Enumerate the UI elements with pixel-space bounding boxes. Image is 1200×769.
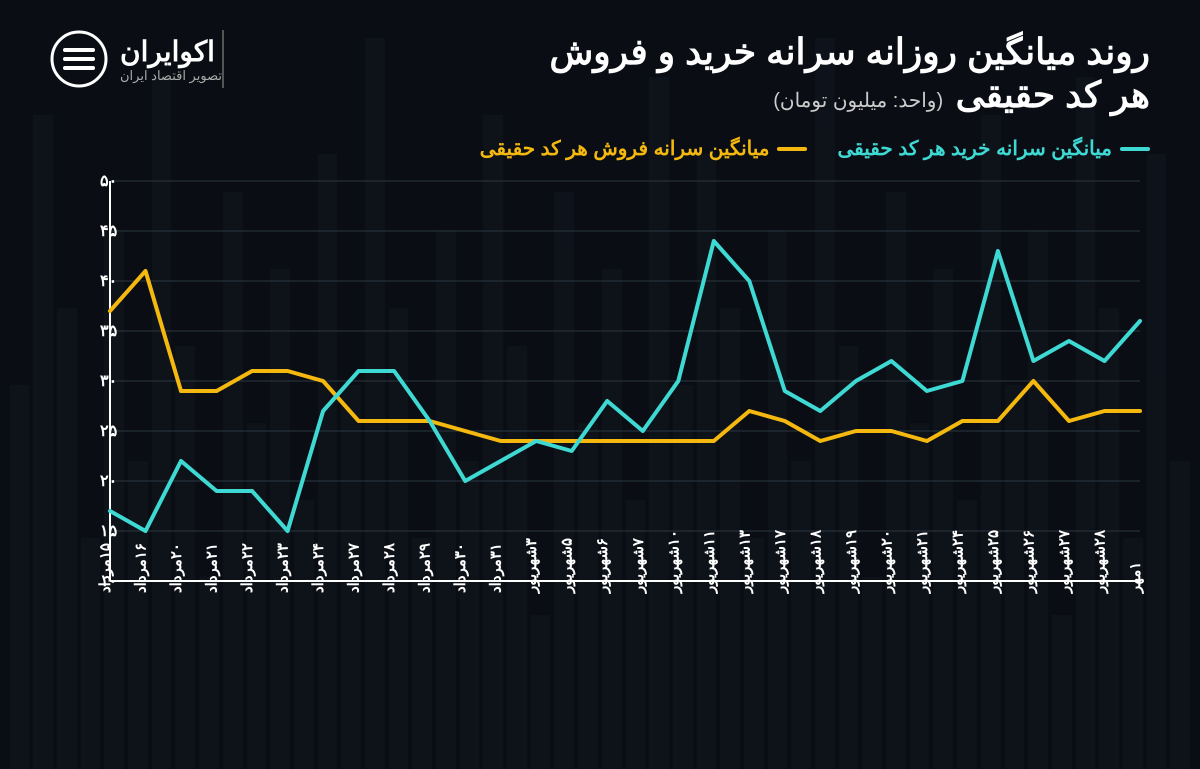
brand-sub: تصویر اقتصاد ایران <box>120 68 222 84</box>
series-buy <box>110 241 1140 531</box>
title-block: روند میانگین روزانه سرانه خرید و فروش هر… <box>549 30 1150 116</box>
header: روند میانگین روزانه سرانه خرید و فروش هر… <box>50 30 1150 116</box>
x-axis: ۱۵مرداد ۱۶مرداد ۲۰مرداد ۲۱مرداد ۲۲مرداد ۲۳مرد… <box>97 529 1144 594</box>
brand-icon <box>50 30 108 88</box>
title-line-2: هر کد حقیقی <box>956 74 1150 115</box>
x-tick-label: ۲۱مرداد <box>204 543 221 593</box>
x-tick-label: ۳شهریور <box>523 538 540 594</box>
legend-label-buy: میانگین سرانه خرید هر کد حقیقی <box>837 136 1112 161</box>
x-tick-label: ۱مهر <box>1127 562 1144 594</box>
x-tick-label: ۱۸شهریور <box>807 529 824 594</box>
grid <box>110 181 1140 581</box>
legend-item-buy: میانگین سرانه خرید هر کد حقیقی <box>837 136 1150 161</box>
x-tick-label: ۱۵مرداد <box>97 543 114 593</box>
x-tick-label: ۱۳شهریور <box>736 530 753 594</box>
y-tick-label: ۲۵ <box>100 423 118 440</box>
legend-item-sell: میانگین سرانه فروش هر کد حقیقی <box>480 136 808 161</box>
x-tick-label: ۳۰مرداد <box>452 543 469 593</box>
x-tick-label: ۲۳مرداد <box>275 543 292 593</box>
x-tick-label: ۲۲مرداد <box>239 543 256 593</box>
main-container: روند میانگین روزانه سرانه خرید و فروش هر… <box>0 0 1200 769</box>
y-tick-label: ۳۵ <box>100 323 118 340</box>
legend-swatch-sell <box>777 147 807 151</box>
x-tick-label: ۲۴شهریور <box>949 530 966 594</box>
x-tick-label: ۵شهریور <box>559 538 576 594</box>
x-tick-label: ۲۰شهریور <box>878 530 895 594</box>
y-tick-label: ۴۰ <box>100 273 117 290</box>
title-line-1: روند میانگین روزانه سرانه خرید و فروش <box>549 30 1150 73</box>
x-tick-label: ۱۱شهریور <box>701 530 718 594</box>
title-line-2-wrap: هر کد حقیقی (واحد: میلیون تومان) <box>549 73 1150 116</box>
x-tick-label: ۲۷شهریور <box>1056 529 1073 594</box>
brand-text: اکوایران تصویر اقتصاد ایران <box>120 35 222 84</box>
chart-svg: ۱۰۱۵۲۰۲۵۳۰۳۵۴۰۴۵۵۰ ۱۵مرداد۱۶مرداد۲۰مرداد… <box>50 171 1150 691</box>
legend-swatch-buy <box>1120 147 1150 151</box>
y-tick-label: ۳۰ <box>100 373 117 390</box>
x-tick-label: ۲۰مرداد <box>168 543 185 593</box>
x-tick-label: ۱۹شهریور <box>843 530 860 594</box>
x-tick-label: ۲۸مرداد <box>381 542 398 593</box>
x-tick-label: ۲۶شهریور <box>1020 530 1037 594</box>
x-tick-label: ۶شهریور <box>594 538 611 594</box>
x-tick-label: ۲۷مرداد <box>346 542 363 593</box>
y-tick-label: ۲۰ <box>100 473 117 490</box>
x-tick-label: ۱۰شهریور <box>665 530 682 594</box>
legend: میانگین سرانه خرید هر کد حقیقی میانگین س… <box>50 136 1150 161</box>
x-tick-label: ۲۵شهریور <box>985 530 1002 594</box>
x-tick-label: ۲۱شهریور <box>914 530 931 594</box>
x-tick-label: ۲۹مرداد <box>417 543 434 593</box>
x-tick-label: ۱۷شهریور <box>772 529 789 594</box>
x-tick-label: ۲۸شهریور <box>1091 529 1108 594</box>
y-tick-label: ۵۰ <box>100 173 117 190</box>
brand-name: اکوایران <box>120 35 222 68</box>
legend-label-sell: میانگین سرانه فروش هر کد حقیقی <box>480 136 770 161</box>
x-tick-label: ۷شهریور <box>630 537 647 594</box>
y-tick-label: ۱۵ <box>100 523 118 540</box>
y-axis: ۱۰۱۵۲۰۲۵۳۰۳۵۴۰۴۵۵۰ <box>100 173 118 590</box>
x-tick-label: ۱۶مرداد <box>133 543 150 593</box>
chart: ۱۰۱۵۲۰۲۵۳۰۳۵۴۰۴۵۵۰ ۱۵مرداد۱۶مرداد۲۰مرداد… <box>50 171 1150 691</box>
x-tick-label: ۲۴مرداد <box>310 543 327 593</box>
x-tick-label: ۳۱مرداد <box>488 543 505 593</box>
y-tick-label: ۴۵ <box>100 223 118 240</box>
brand-logo: اکوایران تصویر اقتصاد ایران <box>50 30 224 88</box>
unit-label: (واحد: میلیون تومان) <box>773 90 943 112</box>
